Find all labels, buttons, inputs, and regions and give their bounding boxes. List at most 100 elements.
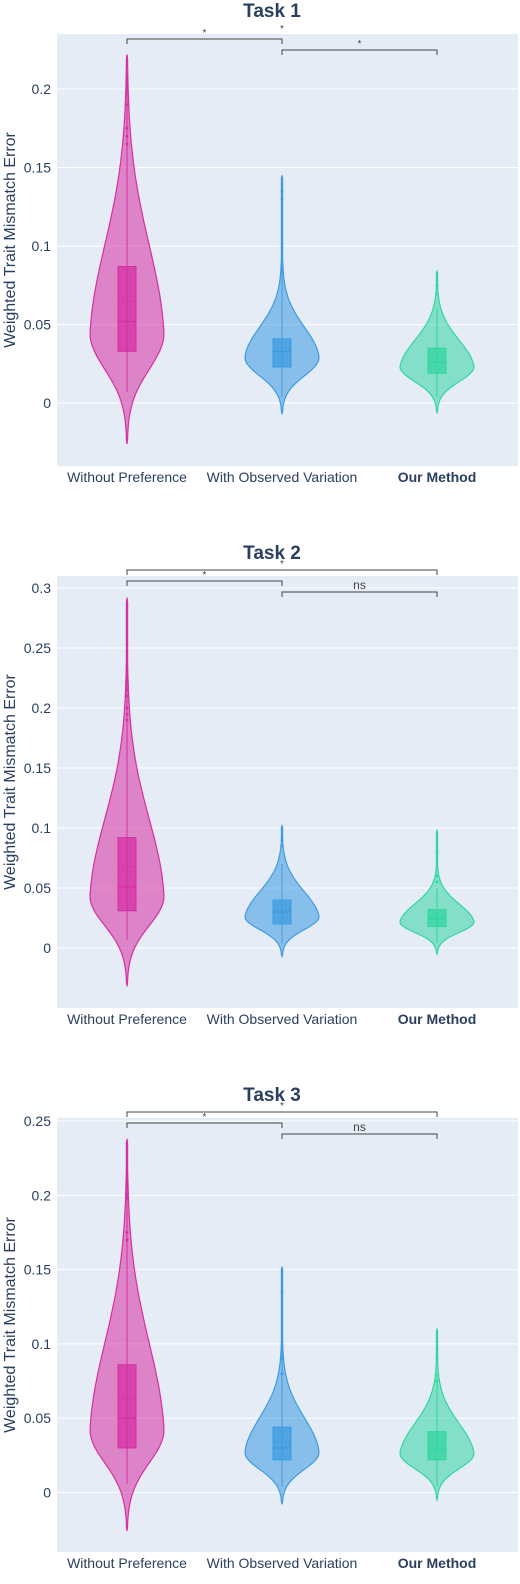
violin-series-2 <box>244 1266 320 1505</box>
bracket-line <box>281 49 438 55</box>
y-tick-label: 0.15 <box>24 760 51 776</box>
outlier-point <box>280 838 284 842</box>
chart-panel-task-2: 0 0.05 0.1 0.15 0.2 0.25 0.3 Task 2 Weighted Tra… <box>2 543 518 1027</box>
iqr-box <box>427 909 447 927</box>
bracket-line <box>281 591 438 597</box>
y-tick-label: 0.25 <box>24 1113 51 1129</box>
outlier-point <box>280 189 284 193</box>
significance-label: * <box>358 39 362 50</box>
outlier-point <box>125 126 129 130</box>
outlier-point <box>125 694 129 698</box>
violin-series-3 <box>399 269 475 415</box>
y-tick-label: 0.3 <box>32 580 52 596</box>
outlier-point <box>125 706 129 710</box>
x-tick-label: Without Preference <box>67 469 187 485</box>
chart-title: Task 3 <box>243 1085 301 1106</box>
iqr-box <box>117 837 137 912</box>
outlier-point <box>125 688 129 692</box>
x-tick-label: Our Method <box>398 1555 477 1571</box>
significance-label: * <box>280 559 284 570</box>
outlier-point <box>125 1196 129 1200</box>
x-tick-label: Our Method <box>398 1011 477 1027</box>
outlier-point <box>125 1238 129 1242</box>
bracket-line <box>126 580 283 586</box>
outlier-point <box>280 1372 284 1376</box>
significance-label: * <box>203 28 207 39</box>
y-tick-label: 0 <box>43 940 51 956</box>
x-tick-label: Without Preference <box>67 1555 187 1571</box>
y-axis-label: Weighted Trait Mismatch Error <box>2 673 19 889</box>
iqr-box <box>427 1431 447 1461</box>
violin-series-2 <box>244 823 320 959</box>
x-tick-label: With Observed Variation <box>207 469 358 485</box>
y-tick-label: 0.2 <box>32 1187 52 1203</box>
significance-label: ns <box>353 1120 366 1134</box>
significance-label: * <box>280 24 284 35</box>
violin-series-1 <box>89 597 165 987</box>
y-tick-label: 0.05 <box>24 1410 51 1426</box>
significance-bracket: ns <box>281 1120 438 1139</box>
outlier-point <box>280 1357 284 1361</box>
significance-label: * <box>203 570 207 581</box>
outlier-point <box>435 283 439 287</box>
bracket-line <box>126 38 283 44</box>
x-tick-label: With Observed Variation <box>207 1011 358 1027</box>
y-tick-label: 0.15 <box>24 160 51 176</box>
y-tick-label: 0.05 <box>24 317 51 333</box>
significance-bracket: * <box>281 39 438 55</box>
violin-series-3 <box>399 1326 475 1503</box>
outlier-point <box>435 1379 439 1383</box>
outlier-point <box>280 197 284 201</box>
y-axis-label: Weighted Trait Mismatch Error <box>2 131 19 347</box>
chart-title: Task 2 <box>243 543 301 564</box>
outlier-point <box>125 1193 129 1197</box>
outlier-point <box>280 844 284 848</box>
iqr-box <box>117 265 137 352</box>
outlier-point <box>435 874 439 878</box>
y-tick-label: 0.2 <box>32 81 52 97</box>
bracket-line <box>281 1133 438 1139</box>
iqr-box <box>272 338 292 368</box>
significance-bracket: * <box>126 1101 438 1117</box>
significance-bracket: * <box>126 559 438 575</box>
violin-series-1 <box>89 1138 165 1532</box>
violin-series-1 <box>89 54 165 445</box>
outlier-point <box>280 1290 284 1294</box>
outlier-point <box>435 291 439 295</box>
outlier-point <box>125 142 129 146</box>
significance-bracket: * <box>126 570 283 586</box>
y-axis-label: Weighted Trait Mismatch Error <box>2 1216 19 1432</box>
y-tick-label: 0.25 <box>24 640 51 656</box>
significance-label: ns <box>353 578 366 592</box>
outlier-point <box>125 718 129 722</box>
chart-title: Task 1 <box>243 1 301 22</box>
outlier-point <box>435 880 439 884</box>
bracket-line <box>126 1122 283 1128</box>
y-tick-label: 0.1 <box>32 1336 52 1352</box>
significance-bracket: * <box>126 28 283 44</box>
chart-panel-task-3: 0 0.05 0.1 0.15 0.2 0.25 Task 3 Weighted Trait … <box>2 1085 518 1571</box>
significance-bracket: * <box>126 1112 283 1128</box>
x-tick-label: With Observed Variation <box>207 1555 358 1571</box>
x-tick-label: Without Preference <box>67 1011 187 1027</box>
outlier-point <box>435 1357 439 1361</box>
y-tick-label: 0 <box>43 395 51 411</box>
y-tick-label: 0.15 <box>24 1262 51 1278</box>
iqr-box <box>427 347 447 374</box>
outlier-point <box>125 712 129 716</box>
bracket-line <box>126 1111 438 1117</box>
significance-label: * <box>203 1112 207 1123</box>
chart-panel-task-1: 0 0.05 0.1 0.15 0.2 Task 1 Weighted Trait Mism… <box>2 1 518 485</box>
y-tick-label: 0.05 <box>24 880 51 896</box>
y-tick-label: 0.1 <box>32 820 52 836</box>
outlier-point <box>435 850 439 854</box>
x-tick-label: Our Method <box>398 469 477 485</box>
significance-label: * <box>280 1101 284 1112</box>
violin-series-2 <box>244 175 320 415</box>
iqr-box <box>117 1364 137 1449</box>
outlier-point <box>125 1231 129 1234</box>
significance-bracket: ns <box>281 578 438 597</box>
bracket-line <box>126 569 438 575</box>
outlier-point <box>125 134 129 138</box>
